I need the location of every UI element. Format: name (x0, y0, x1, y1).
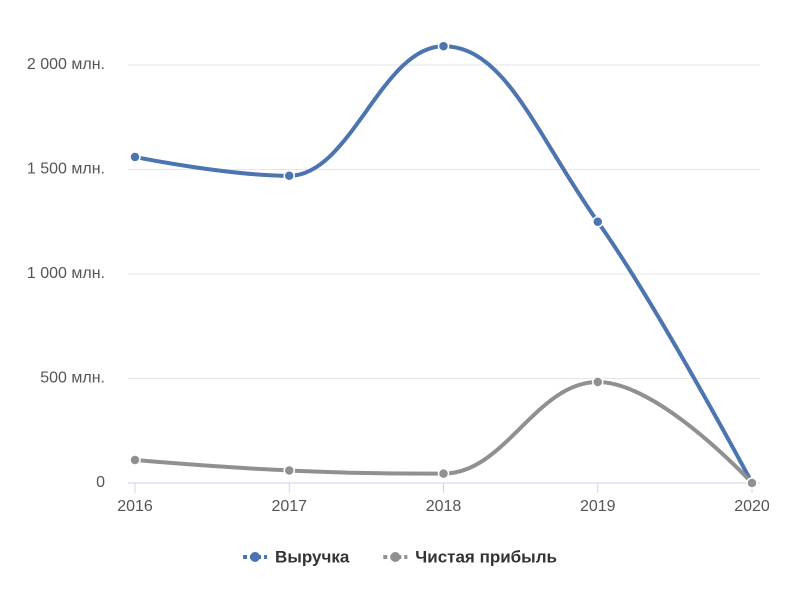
legend: Выручка Чистая прибыль (243, 547, 557, 566)
x-tick-label: 2018 (426, 498, 462, 515)
series-line (133, 380, 754, 485)
y-tick-label: 0 (96, 474, 105, 491)
y-tick-label: 2 000 млн. (27, 56, 105, 73)
y-tick-label: 1 000 млн. (27, 265, 105, 282)
data-point (592, 376, 604, 388)
x-tick-label: 2017 (271, 498, 307, 515)
legend-marker (390, 552, 401, 562)
data-point (129, 454, 141, 466)
y-tick-label: 500 млн. (40, 370, 105, 387)
data-point (437, 467, 450, 480)
legend-item: Чистая прибыль (383, 547, 557, 566)
legend-label: Чистая прибыль (415, 547, 557, 566)
x-tick-label: 2020 (734, 498, 770, 515)
x-tick-label: 2019 (580, 498, 616, 515)
legend-label: Выручка (275, 547, 350, 566)
data-point (129, 151, 141, 163)
x-tick-label: 2016 (117, 498, 153, 515)
data-point (283, 170, 295, 182)
data-point (283, 464, 295, 477)
data-point (437, 40, 450, 52)
series-line (133, 44, 754, 485)
y-tick-label: 1 500 млн. (27, 161, 105, 178)
legend-item: Выручка (243, 547, 350, 566)
legend-marker (250, 552, 261, 562)
data-point (746, 477, 758, 489)
data-point (592, 216, 604, 228)
